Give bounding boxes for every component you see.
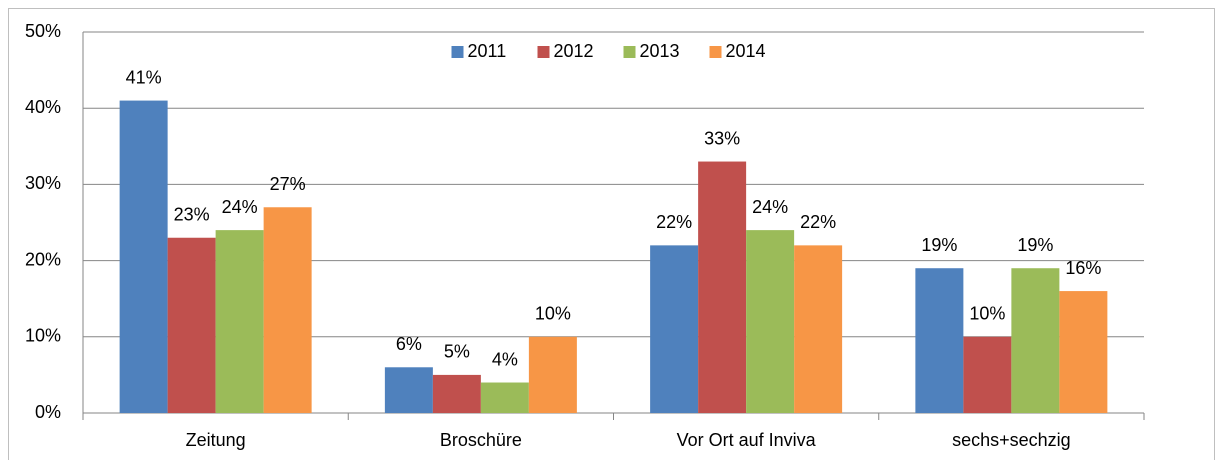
- bar: [963, 336, 1012, 413]
- y-tick-label: 0%: [35, 402, 61, 422]
- bar: [528, 336, 577, 413]
- legend-label: 2012: [554, 41, 594, 61]
- value-label: 6%: [396, 334, 422, 354]
- chart-border: [8, 8, 1215, 460]
- legend-label: 2014: [726, 41, 766, 61]
- y-tick-label: 40%: [25, 97, 61, 117]
- y-tick-label: 20%: [25, 249, 61, 269]
- x-tick-label: Broschüre: [440, 430, 522, 450]
- value-label: 19%: [921, 235, 957, 255]
- bar: [480, 382, 529, 413]
- legend-swatch: [623, 46, 636, 58]
- bar: [746, 230, 795, 413]
- value-label: 4%: [492, 349, 518, 369]
- value-label: 24%: [222, 197, 258, 217]
- bar: [263, 207, 312, 413]
- x-tick-label: Vor Ort auf Inviva: [677, 430, 817, 450]
- legend-label: 2011: [468, 41, 507, 61]
- bar: [698, 161, 747, 413]
- value-label: 23%: [174, 204, 210, 224]
- legend-swatch: [537, 46, 550, 58]
- y-tick-label: 30%: [25, 173, 61, 193]
- value-label: 33%: [704, 128, 740, 148]
- value-label: 5%: [444, 342, 470, 362]
- value-label: 16%: [1065, 258, 1101, 278]
- bar: [215, 230, 264, 413]
- bar: [384, 367, 433, 413]
- bar: [1011, 268, 1060, 413]
- bar: [794, 245, 843, 413]
- bar: [119, 100, 168, 413]
- legend-swatch: [451, 46, 464, 58]
- bar: [915, 268, 964, 413]
- x-tick-label: Zeitung: [186, 430, 246, 450]
- value-label: 24%: [752, 197, 788, 217]
- bar: [650, 245, 699, 413]
- x-tick-label: sechs+sechzig: [952, 430, 1071, 450]
- value-label: 22%: [656, 212, 692, 232]
- legend-label: 2013: [640, 41, 680, 61]
- value-label: 19%: [1017, 235, 1053, 255]
- y-tick-label: 50%: [25, 21, 61, 41]
- bar: [1059, 291, 1108, 413]
- y-tick-label: 10%: [25, 326, 61, 346]
- value-label: 41%: [126, 67, 162, 87]
- value-label: 27%: [270, 174, 306, 194]
- bar: [432, 374, 481, 413]
- legend-swatch: [709, 46, 722, 58]
- value-label: 22%: [800, 212, 836, 232]
- bar: [167, 237, 216, 413]
- value-label: 10%: [969, 304, 1005, 324]
- value-label: 10%: [535, 304, 571, 324]
